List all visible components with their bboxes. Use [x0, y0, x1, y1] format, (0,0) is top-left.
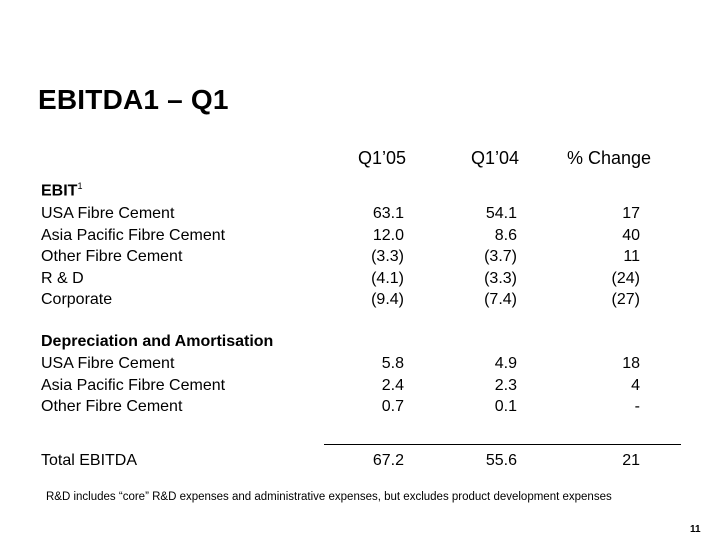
- cell-change: 4: [631, 377, 640, 394]
- cell-q105: 12.0: [372, 227, 404, 244]
- cell-change: (24): [611, 270, 640, 287]
- cell-q104: 8.6: [494, 227, 517, 244]
- cell-q104: (3.3): [484, 270, 517, 287]
- cell-q104: (7.4): [484, 291, 517, 308]
- row-label: USA Fibre Cement: [41, 205, 175, 222]
- cell-q104: 2.3: [494, 377, 517, 394]
- cell-change: 18: [622, 355, 640, 372]
- row-label: R & D: [41, 270, 84, 287]
- row-label: Asia Pacific Fibre Cement: [41, 227, 226, 244]
- row-label: Other Fibre Cement: [41, 248, 183, 265]
- cell-q104: 54.1: [485, 205, 517, 222]
- cell-change: (27): [611, 291, 640, 308]
- section-heading-depreciation: Depreciation and Amortisation: [41, 333, 274, 350]
- row-label: Asia Pacific Fibre Cement: [41, 377, 226, 394]
- page-title: EBITDA1 – Q1: [38, 84, 229, 115]
- column-header-change: % Change: [567, 148, 652, 168]
- cell-change: 11: [623, 248, 640, 265]
- footnote-marker: 1: [77, 181, 83, 191]
- cell-change: 40: [622, 227, 640, 244]
- total-q104: 55.6: [485, 452, 517, 469]
- section-heading-ebit: EBIT1: [41, 181, 83, 200]
- cell-q105: (4.1): [371, 270, 404, 287]
- page-number: 11: [690, 524, 701, 535]
- cell-change: -: [634, 398, 640, 415]
- footnote: R&D includes “core” R&D expenses and adm…: [46, 491, 612, 503]
- column-header-q104: Q1’04: [471, 148, 520, 168]
- total-change: 21: [622, 452, 640, 469]
- cell-q104: (3.7): [484, 248, 517, 265]
- cell-q105: 5.8: [381, 355, 404, 372]
- total-label: Total EBITDA: [41, 452, 138, 469]
- cell-q105: (9.4): [371, 291, 404, 308]
- cell-q105: 0.7: [381, 398, 404, 415]
- cell-q104: 0.1: [494, 398, 517, 415]
- cell-q104: 4.9: [494, 355, 517, 372]
- row-label: USA Fibre Cement: [41, 355, 175, 372]
- total-divider-line: [324, 444, 681, 445]
- cell-q105: 63.1: [372, 205, 404, 222]
- cell-q105: (3.3): [371, 248, 404, 265]
- row-label: Corporate: [41, 291, 113, 308]
- cell-change: 17: [622, 205, 640, 222]
- cell-q105: 2.4: [381, 377, 404, 394]
- total-q105: 67.2: [372, 452, 404, 469]
- row-label: Other Fibre Cement: [41, 398, 183, 415]
- column-header-q105: Q1’05: [358, 148, 407, 168]
